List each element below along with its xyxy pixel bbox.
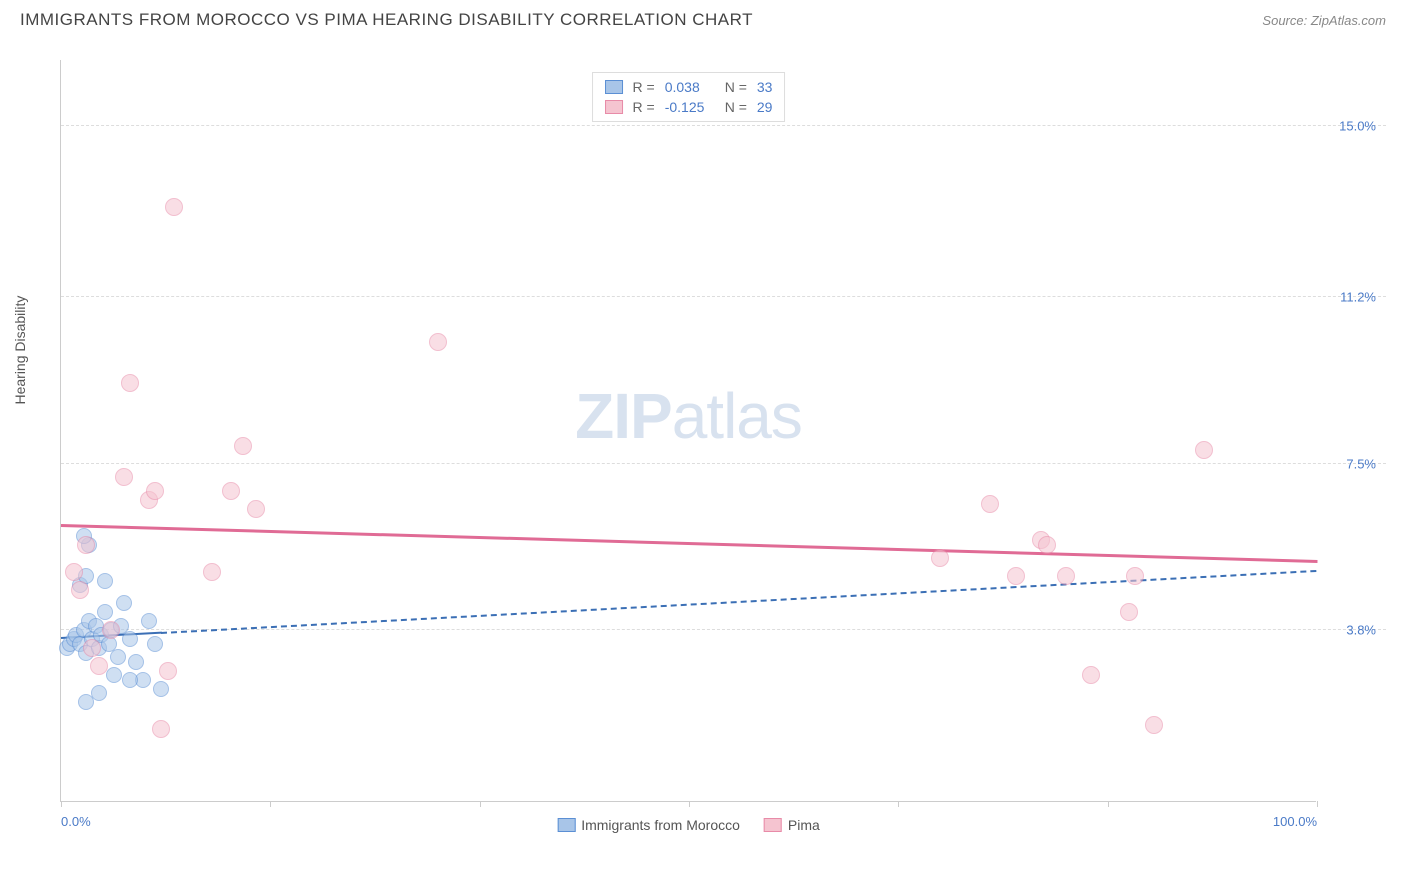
n-value: 29 <box>757 99 773 115</box>
x-tick <box>61 801 62 807</box>
trend-line-pima <box>61 524 1317 563</box>
legend-item-pima: Pima <box>764 817 820 833</box>
data-point-morocco <box>97 573 113 589</box>
gridline <box>61 463 1386 464</box>
data-point-pima <box>1120 603 1138 621</box>
gridline <box>61 296 1386 297</box>
x-tick-label: 0.0% <box>61 814 91 829</box>
data-point-morocco <box>106 667 122 683</box>
data-point-pima <box>1126 567 1144 585</box>
n-label: N = <box>725 79 747 95</box>
y-tick-label: 11.2% <box>1340 290 1376 305</box>
data-point-pima <box>1082 666 1100 684</box>
x-tick <box>1317 801 1318 807</box>
x-tick-label: 100.0% <box>1273 814 1317 829</box>
data-point-pima <box>65 563 83 581</box>
data-point-pima <box>152 720 170 738</box>
data-point-pima <box>102 621 120 639</box>
data-point-pima <box>222 482 240 500</box>
stats-legend: R = 0.038 N = 33 R = -0.125 N = 29 <box>592 72 786 122</box>
plot-area: ZIPatlas R =0.038N =33R =-0.125N =29 Imm… <box>60 60 1316 802</box>
data-point-morocco <box>122 672 138 688</box>
y-tick-label: 7.5% <box>1346 456 1376 471</box>
data-point-morocco <box>141 613 157 629</box>
data-point-morocco <box>153 681 169 697</box>
y-tick-label: 15.0% <box>1339 119 1376 134</box>
data-point-pima <box>429 333 447 351</box>
data-point-pima <box>90 657 108 675</box>
x-tick <box>1108 801 1109 807</box>
x-tick <box>898 801 899 807</box>
legend-label: Pima <box>788 817 820 833</box>
data-point-pima <box>146 482 164 500</box>
legend-label: Immigrants from Morocco <box>581 817 740 833</box>
gridline <box>61 629 1386 630</box>
data-point-pima <box>121 374 139 392</box>
x-tick <box>270 801 271 807</box>
data-point-pima <box>77 536 95 554</box>
data-point-morocco <box>128 654 144 670</box>
y-axis-label: Hearing Disability <box>12 296 28 405</box>
trend-line-morocco <box>161 570 1317 634</box>
data-point-pima <box>981 495 999 513</box>
data-point-pima <box>71 581 89 599</box>
r-value: -0.125 <box>665 99 715 115</box>
r-value: 0.038 <box>665 79 715 95</box>
swatch-pima <box>605 100 623 114</box>
data-point-morocco <box>110 649 126 665</box>
x-tick <box>480 801 481 807</box>
data-point-pima <box>1038 536 1056 554</box>
data-point-pima <box>931 549 949 567</box>
n-label: N = <box>725 99 747 115</box>
data-point-morocco <box>116 595 132 611</box>
data-point-morocco <box>122 631 138 647</box>
data-point-pima <box>115 468 133 486</box>
r-label: R = <box>633 79 655 95</box>
stats-row-morocco: R = 0.038 N = 33 <box>605 77 773 97</box>
chart-container: Hearing Disability ZIPatlas R =0.038N =3… <box>50 50 1386 852</box>
data-point-pima <box>165 198 183 216</box>
data-point-morocco <box>147 636 163 652</box>
series-legend: Immigrants from Morocco Pima <box>557 817 820 833</box>
data-point-pima <box>1007 567 1025 585</box>
swatch-morocco <box>557 818 575 832</box>
stats-row-pima: R = -0.125 N = 29 <box>605 97 773 117</box>
data-point-pima <box>203 563 221 581</box>
data-point-morocco <box>91 685 107 701</box>
gridline <box>61 125 1386 126</box>
data-point-pima <box>1145 716 1163 734</box>
watermark: ZIPatlas <box>575 379 802 453</box>
r-label: R = <box>633 99 655 115</box>
legend-item-morocco: Immigrants from Morocco <box>557 817 740 833</box>
data-point-pima <box>159 662 177 680</box>
data-point-morocco <box>97 604 113 620</box>
n-value: 33 <box>757 79 773 95</box>
data-point-pima <box>1195 441 1213 459</box>
chart-title: IMMIGRANTS FROM MOROCCO VS PIMA HEARING … <box>20 10 753 30</box>
swatch-pima <box>764 818 782 832</box>
y-tick-label: 3.8% <box>1346 623 1376 638</box>
data-point-pima <box>1057 567 1075 585</box>
data-point-pima <box>83 639 101 657</box>
data-point-pima <box>247 500 265 518</box>
source-attribution: Source: ZipAtlas.com <box>1262 13 1386 28</box>
swatch-morocco <box>605 80 623 94</box>
data-point-pima <box>234 437 252 455</box>
x-tick <box>689 801 690 807</box>
